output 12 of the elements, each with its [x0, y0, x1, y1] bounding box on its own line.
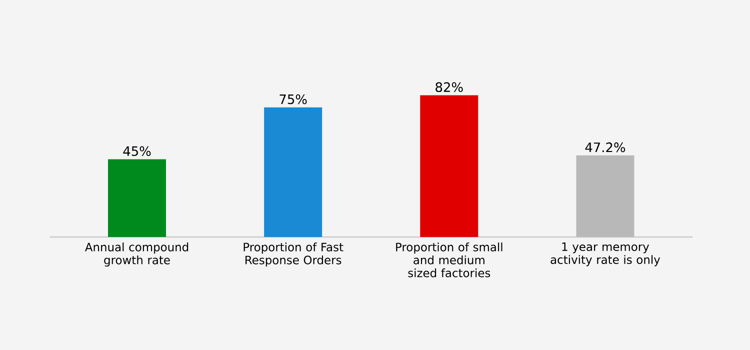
x-tick-label: 1 year memory activity rate is only [550, 242, 660, 266]
x-tick-label: Annual compound growth rate [85, 242, 188, 267]
data-label: 82% [436, 82, 463, 92]
data-label: 45% [123, 146, 151, 156]
data-label: 47.2% [585, 142, 626, 152]
data-label: 75% [280, 94, 307, 104]
x-tick-label: Proportion of small and medium sized factories [396, 242, 502, 278]
x-tick-label: Proportion of Fast Response Orders [244, 242, 344, 267]
bar [420, 95, 478, 237]
bar [108, 159, 166, 237]
bar [576, 155, 634, 237]
bar [264, 107, 322, 237]
